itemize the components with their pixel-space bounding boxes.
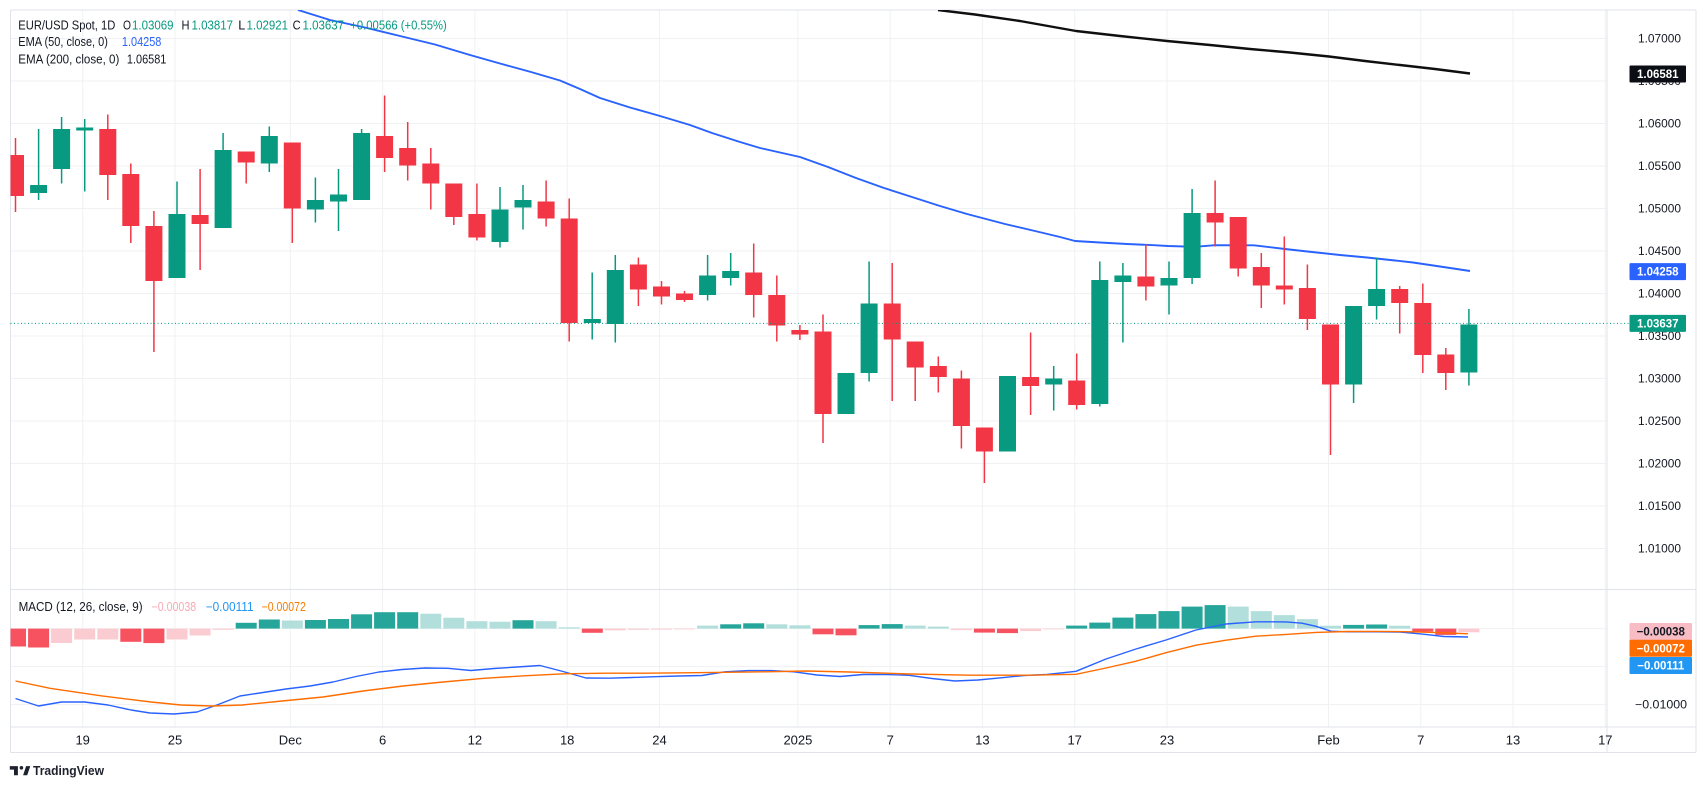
svg-text:1.03637: 1.03637: [1637, 318, 1679, 330]
svg-text:1.03817: 1.03817: [192, 18, 234, 32]
svg-text:19: 19: [75, 732, 89, 747]
svg-text:−0.00072: −0.00072: [1637, 643, 1685, 655]
svg-text:7: 7: [887, 732, 894, 747]
svg-text:EMA (50, close, 0): EMA (50, close, 0): [18, 35, 108, 49]
svg-text:TradingView: TradingView: [33, 764, 104, 778]
svg-text:Dec: Dec: [279, 732, 303, 747]
svg-text:1.06581: 1.06581: [127, 53, 167, 67]
svg-text:O: O: [123, 18, 131, 32]
svg-text:1.05000: 1.05000: [1638, 204, 1681, 216]
svg-text:6: 6: [379, 732, 386, 747]
svg-text:1.07000: 1.07000: [1638, 34, 1681, 46]
svg-text:1.02500: 1.02500: [1638, 416, 1681, 428]
svg-text:1.04500: 1.04500: [1638, 246, 1681, 258]
svg-text:1.01500: 1.01500: [1638, 501, 1681, 513]
svg-text:EUR/USD Spot, 1D: EUR/USD Spot, 1D: [18, 18, 115, 32]
svg-text:23: 23: [1160, 732, 1174, 747]
svg-text:−0.00038: −0.00038: [152, 600, 197, 614]
svg-text:13: 13: [1506, 732, 1520, 747]
svg-text:13: 13: [975, 732, 989, 747]
svg-text:1.03069: 1.03069: [132, 18, 174, 32]
svg-text:1.06000: 1.06000: [1638, 119, 1681, 131]
svg-text:1.01000: 1.01000: [1638, 544, 1681, 556]
svg-text:17: 17: [1598, 732, 1612, 747]
svg-text:−0.00072: −0.00072: [262, 600, 306, 614]
svg-text:1.03500: 1.03500: [1638, 331, 1681, 343]
svg-text:L: L: [238, 18, 245, 32]
svg-text:7: 7: [1417, 732, 1424, 747]
svg-text:−0.00111: −0.00111: [206, 600, 254, 614]
svg-text:1.06581: 1.06581: [1637, 69, 1679, 81]
svg-text:1.02000: 1.02000: [1638, 459, 1681, 471]
svg-text:−0.00111: −0.00111: [1637, 661, 1685, 673]
svg-text:2025: 2025: [783, 732, 812, 747]
svg-text:MACD (12, 26, close, 9): MACD (12, 26, close, 9): [19, 600, 143, 614]
svg-text:Feb: Feb: [1317, 732, 1339, 747]
svg-text:17: 17: [1067, 732, 1081, 747]
svg-text:25: 25: [168, 732, 182, 747]
svg-text:1.03637: 1.03637: [303, 18, 345, 32]
svg-text:1.02921: 1.02921: [247, 18, 289, 32]
svg-text:1.03000: 1.03000: [1638, 374, 1681, 386]
svg-text:−0.00038: −0.00038: [1637, 627, 1686, 639]
svg-text:−0.01000: −0.01000: [1635, 700, 1687, 712]
svg-text:1.04258: 1.04258: [122, 35, 162, 49]
svg-text:+0.00566 (+0.55%): +0.00566 (+0.55%): [350, 18, 447, 32]
svg-text:12: 12: [468, 732, 482, 747]
svg-text:H: H: [182, 18, 190, 32]
svg-text:18: 18: [560, 732, 574, 747]
svg-text:C: C: [293, 18, 301, 32]
svg-text:1.04258: 1.04258: [1637, 267, 1679, 279]
svg-text:24: 24: [652, 732, 666, 747]
svg-text:EMA (200, close, 0): EMA (200, close, 0): [18, 53, 119, 67]
svg-text:1.05500: 1.05500: [1638, 161, 1681, 173]
svg-text:1.04000: 1.04000: [1638, 289, 1681, 301]
